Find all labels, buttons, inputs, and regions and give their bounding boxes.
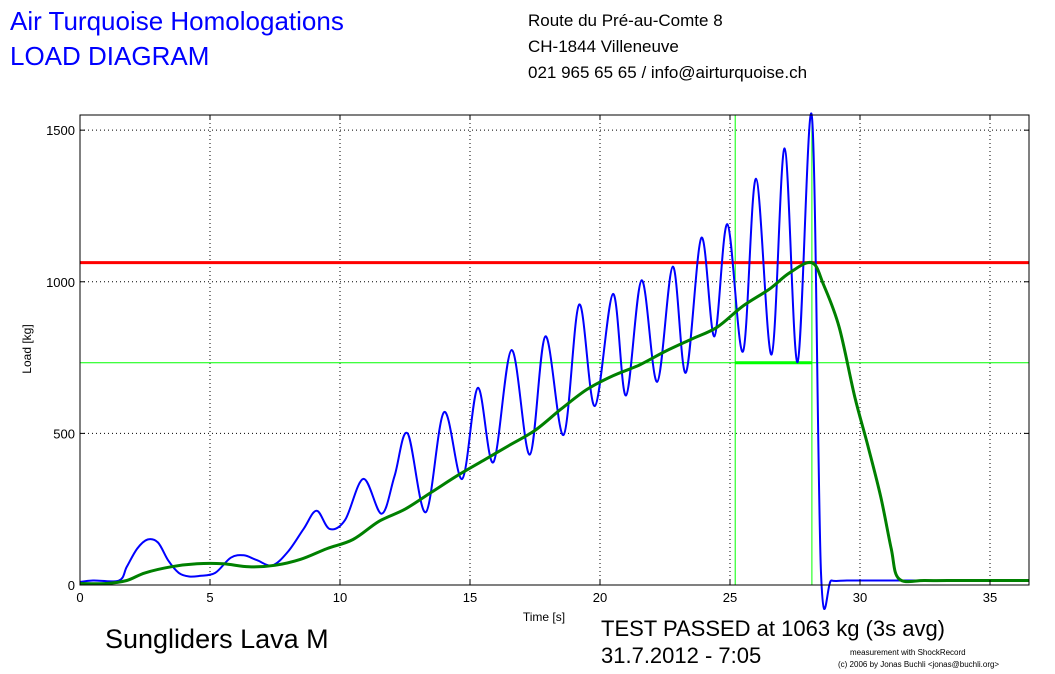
plot-area bbox=[80, 115, 1029, 585]
company-name: Air Turquoise Homologations bbox=[10, 6, 344, 36]
x-tick-label: 5 bbox=[206, 590, 213, 605]
x-tick-label: 10 bbox=[333, 590, 347, 605]
raw-load-line bbox=[79, 112, 1029, 610]
y-tick-label: 0 bbox=[68, 578, 75, 593]
average-load-line bbox=[79, 260, 1029, 586]
x-tick-label: 0 bbox=[76, 590, 83, 605]
y-tick-label: 1500 bbox=[46, 123, 75, 138]
x-tick-label: 15 bbox=[463, 590, 477, 605]
document-title: LOAD DIAGRAM bbox=[10, 41, 210, 71]
copyright-credit: (c) 2006 by Jonas Buchli <jonas@buchli.o… bbox=[838, 660, 1000, 669]
x-tick-label: 25 bbox=[723, 590, 737, 605]
x-tick-label: 30 bbox=[853, 590, 867, 605]
x-tick-label: 20 bbox=[593, 590, 607, 605]
plot-frame bbox=[79, 114, 1030, 586]
test-datetime: 31.7.2012 - 7:05 bbox=[601, 643, 762, 668]
measurement-credit: measurement with ShockRecord bbox=[850, 648, 966, 657]
x-tick-label: 35 bbox=[983, 590, 997, 605]
address-city: CH-1844 Villeneuve bbox=[528, 37, 679, 56]
product-name: Sungliders Lava M bbox=[105, 624, 329, 654]
contact-info: 021 965 65 65 / info@airturquoise.ch bbox=[528, 63, 808, 82]
y-tick-label: 1000 bbox=[46, 275, 75, 290]
test-result: TEST PASSED at 1063 kg (3s avg) bbox=[601, 616, 946, 641]
axis-ticks: 0 5 10 15 20 25 30 35 0 500 1000 1500 bbox=[46, 115, 1029, 605]
x-axis-label: Time [s] bbox=[523, 610, 565, 624]
y-tick-label: 500 bbox=[53, 426, 75, 441]
address-street: Route du Pré-au-Comte 8 bbox=[528, 11, 723, 30]
series-layer bbox=[79, 112, 1029, 610]
y-axis-label: Load [kg] bbox=[20, 324, 34, 373]
